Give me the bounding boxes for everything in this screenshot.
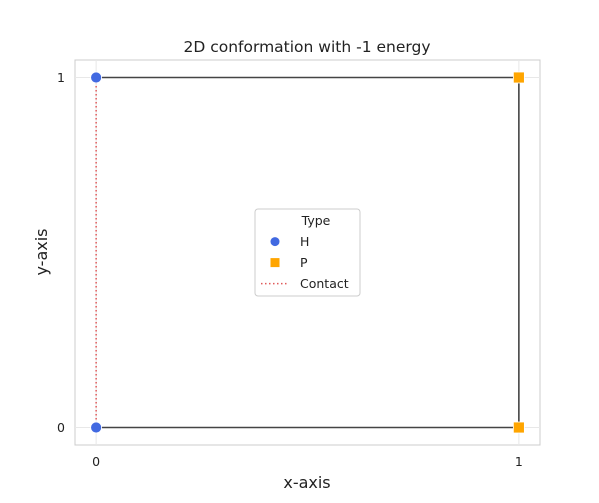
point-h bbox=[91, 422, 102, 433]
point-p bbox=[513, 422, 524, 433]
legend-marker-p bbox=[271, 258, 280, 267]
chart-title: 2D conformation with -1 energy bbox=[183, 38, 430, 56]
legend-label: Contact bbox=[300, 276, 349, 291]
y-tick-label: 0 bbox=[57, 420, 65, 435]
legend: Type HP Contact bbox=[255, 209, 360, 296]
point-p bbox=[513, 72, 524, 83]
point-h bbox=[91, 72, 102, 83]
y-axis-label: y-axis bbox=[32, 228, 51, 275]
x-tick-label: 1 bbox=[515, 454, 523, 469]
legend-title: Type bbox=[301, 213, 331, 228]
legend-label: H bbox=[300, 234, 309, 249]
x-axis-label: x-axis bbox=[283, 473, 330, 492]
legend-label: P bbox=[300, 255, 308, 270]
y-tick-label: 1 bbox=[57, 70, 65, 85]
legend-marker-h bbox=[271, 237, 280, 246]
x-tick-label: 0 bbox=[92, 454, 100, 469]
